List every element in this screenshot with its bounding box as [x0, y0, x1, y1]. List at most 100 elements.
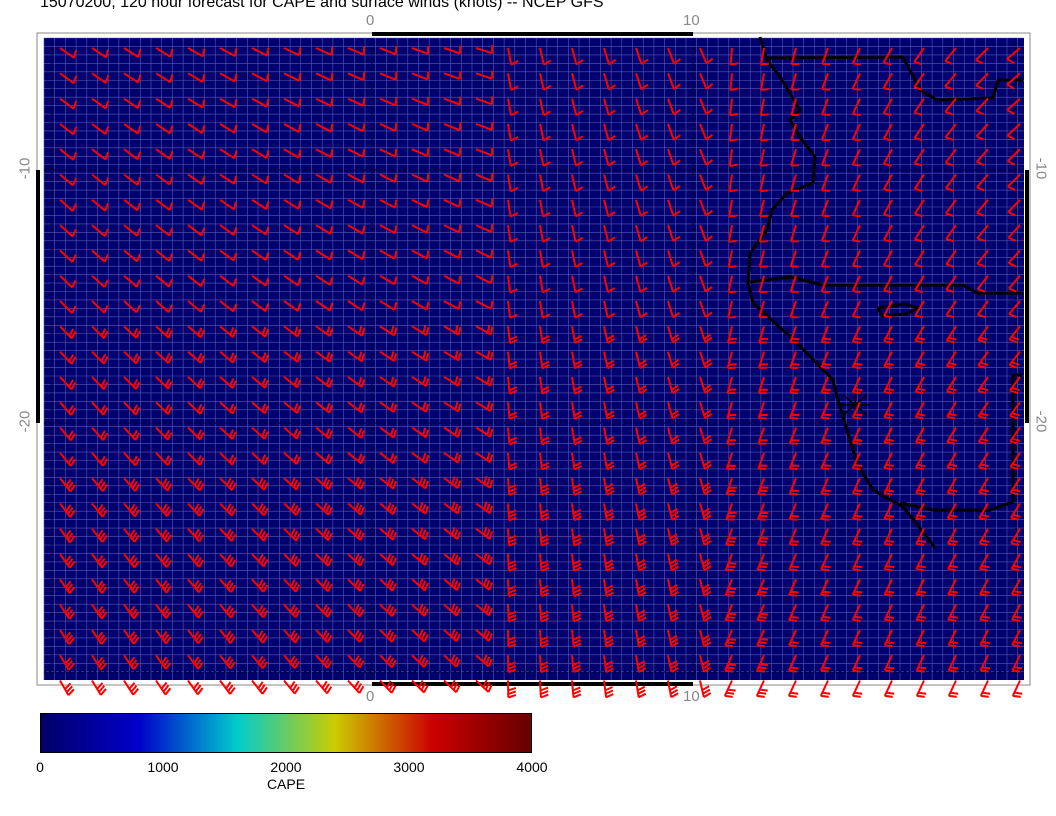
wind-barb — [59, 477, 76, 493]
wind-barb — [251, 72, 270, 83]
wind-barb — [976, 275, 989, 293]
axis-bars — [36, 32, 1029, 686]
wind-barb — [379, 122, 398, 132]
wind-barb — [283, 300, 302, 312]
wind-barb — [883, 401, 894, 420]
wind-barb — [978, 528, 990, 547]
wind-barb — [475, 198, 494, 208]
colorbar-tick: 4000 — [516, 759, 548, 775]
wind-barb — [379, 502, 398, 516]
wind-barb — [571, 376, 583, 395]
wind-barb — [59, 629, 75, 645]
wind-barb — [155, 452, 173, 466]
wind-barb — [699, 47, 714, 65]
wind-barb — [443, 249, 462, 259]
wind-barb — [1008, 325, 1021, 344]
wind-barb — [219, 350, 237, 364]
wind-barb — [603, 224, 616, 243]
wind-barb — [155, 502, 173, 517]
wind-barb — [91, 654, 107, 671]
wind-barb — [820, 376, 831, 395]
wind-barb — [315, 679, 333, 695]
wind-barb — [315, 603, 333, 618]
wind-barb — [155, 629, 172, 645]
wind-barb — [91, 578, 108, 594]
wind-barb — [699, 680, 712, 698]
wind-barb — [475, 654, 493, 668]
wind-barb — [379, 552, 397, 567]
wind-barb — [851, 325, 863, 344]
wind-barb — [91, 452, 109, 467]
wind-barb — [187, 224, 206, 237]
wind-barb — [789, 275, 799, 293]
wind-barb — [915, 578, 927, 597]
wind-barb — [91, 426, 109, 441]
wind-barb — [603, 553, 615, 572]
wind-barb — [635, 123, 649, 141]
wind-barb — [187, 249, 206, 262]
wind-barb — [379, 401, 398, 413]
wind-barb — [947, 553, 958, 572]
wind-barb — [475, 324, 494, 336]
wind-barb — [123, 274, 141, 288]
wind-barb — [882, 98, 893, 116]
wind-barb — [946, 376, 957, 395]
wind-barb — [667, 275, 681, 293]
wind-barb — [155, 199, 174, 211]
wind-barb — [667, 579, 680, 597]
wind-barb — [123, 224, 141, 237]
wind-barb — [699, 553, 712, 572]
wind-barb — [947, 578, 958, 597]
wind-barb — [914, 224, 925, 243]
wind-barb — [603, 73, 617, 91]
wind-barb — [91, 528, 108, 543]
wind-barb — [539, 300, 551, 319]
wind-barb — [219, 97, 238, 109]
wind-barb — [187, 274, 206, 288]
wind-barb — [315, 578, 333, 593]
wind-barb — [788, 427, 800, 445]
wind-barb — [789, 199, 799, 217]
wind-barb — [1006, 72, 1021, 90]
wind-barb — [699, 250, 713, 268]
wind-barb — [475, 249, 494, 259]
wind-barb — [507, 123, 519, 142]
wind-barb — [315, 224, 334, 235]
wind-barb — [821, 47, 831, 66]
wind-barb — [635, 275, 648, 293]
wind-barb — [667, 300, 681, 319]
wind-barb — [507, 73, 519, 91]
wind-barb — [59, 452, 76, 467]
wind-barb — [883, 502, 895, 521]
wind-barb — [1008, 275, 1021, 293]
wind-barb — [851, 275, 861, 294]
wind-barb — [283, 376, 302, 389]
wind-barb — [571, 73, 584, 91]
wind-barb — [283, 72, 302, 82]
wind-barb — [851, 72, 861, 91]
wind-barb — [978, 502, 990, 521]
wind-barb — [699, 376, 713, 394]
wind-barb — [635, 477, 648, 496]
wind-barb — [123, 249, 141, 263]
wind-barb — [1010, 502, 1021, 521]
wind-barb — [914, 376, 926, 395]
wind-barb — [759, 199, 769, 218]
wind-barb — [758, 275, 768, 294]
wind-barb — [819, 680, 831, 698]
wind-barb — [411, 679, 429, 694]
wind-barb — [155, 97, 174, 109]
wind-barb — [539, 250, 551, 269]
wind-barb — [219, 300, 238, 313]
wind-barb — [945, 351, 957, 369]
wind-barb — [725, 477, 737, 496]
wind-barb — [91, 376, 109, 390]
wind-barb — [443, 552, 462, 566]
wind-barb — [219, 173, 238, 185]
wind-barb — [91, 477, 108, 492]
wind-barb — [727, 275, 737, 294]
wind-barb — [699, 72, 714, 90]
wind-barb — [667, 553, 680, 572]
wind-barb — [851, 680, 863, 698]
wind-barb — [91, 679, 107, 696]
